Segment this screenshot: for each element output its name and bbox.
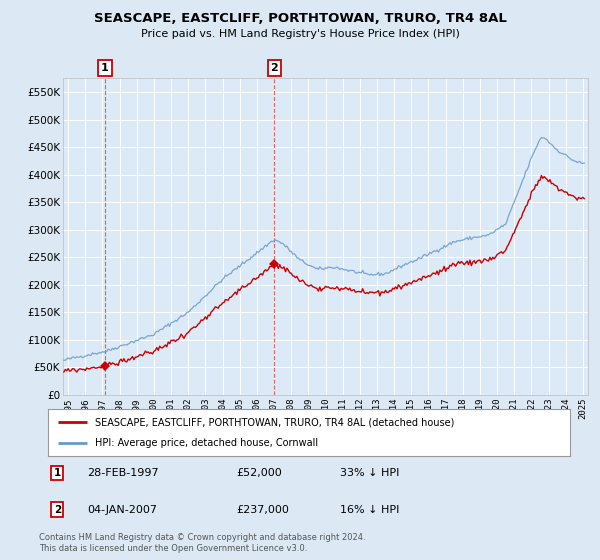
Text: 2: 2 [271, 63, 278, 73]
Text: HPI: Average price, detached house, Cornwall: HPI: Average price, detached house, Corn… [95, 438, 318, 448]
Text: 33% ↓ HPI: 33% ↓ HPI [340, 468, 400, 478]
Text: 16% ↓ HPI: 16% ↓ HPI [340, 505, 400, 515]
Text: 04-JAN-2007: 04-JAN-2007 [87, 505, 157, 515]
Text: Contains HM Land Registry data © Crown copyright and database right 2024.
This d: Contains HM Land Registry data © Crown c… [39, 533, 365, 553]
Text: 2: 2 [54, 505, 61, 515]
Text: SEASCAPE, EASTCLIFF, PORTHTOWAN, TRURO, TR4 8AL: SEASCAPE, EASTCLIFF, PORTHTOWAN, TRURO, … [94, 12, 506, 25]
Text: £237,000: £237,000 [236, 505, 289, 515]
Text: SEASCAPE, EASTCLIFF, PORTHTOWAN, TRURO, TR4 8AL (detached house): SEASCAPE, EASTCLIFF, PORTHTOWAN, TRURO, … [95, 417, 454, 427]
Text: Price paid vs. HM Land Registry's House Price Index (HPI): Price paid vs. HM Land Registry's House … [140, 29, 460, 39]
Text: 28-FEB-1997: 28-FEB-1997 [87, 468, 159, 478]
Text: 1: 1 [54, 468, 61, 478]
Text: 1: 1 [101, 63, 109, 73]
Text: £52,000: £52,000 [236, 468, 281, 478]
